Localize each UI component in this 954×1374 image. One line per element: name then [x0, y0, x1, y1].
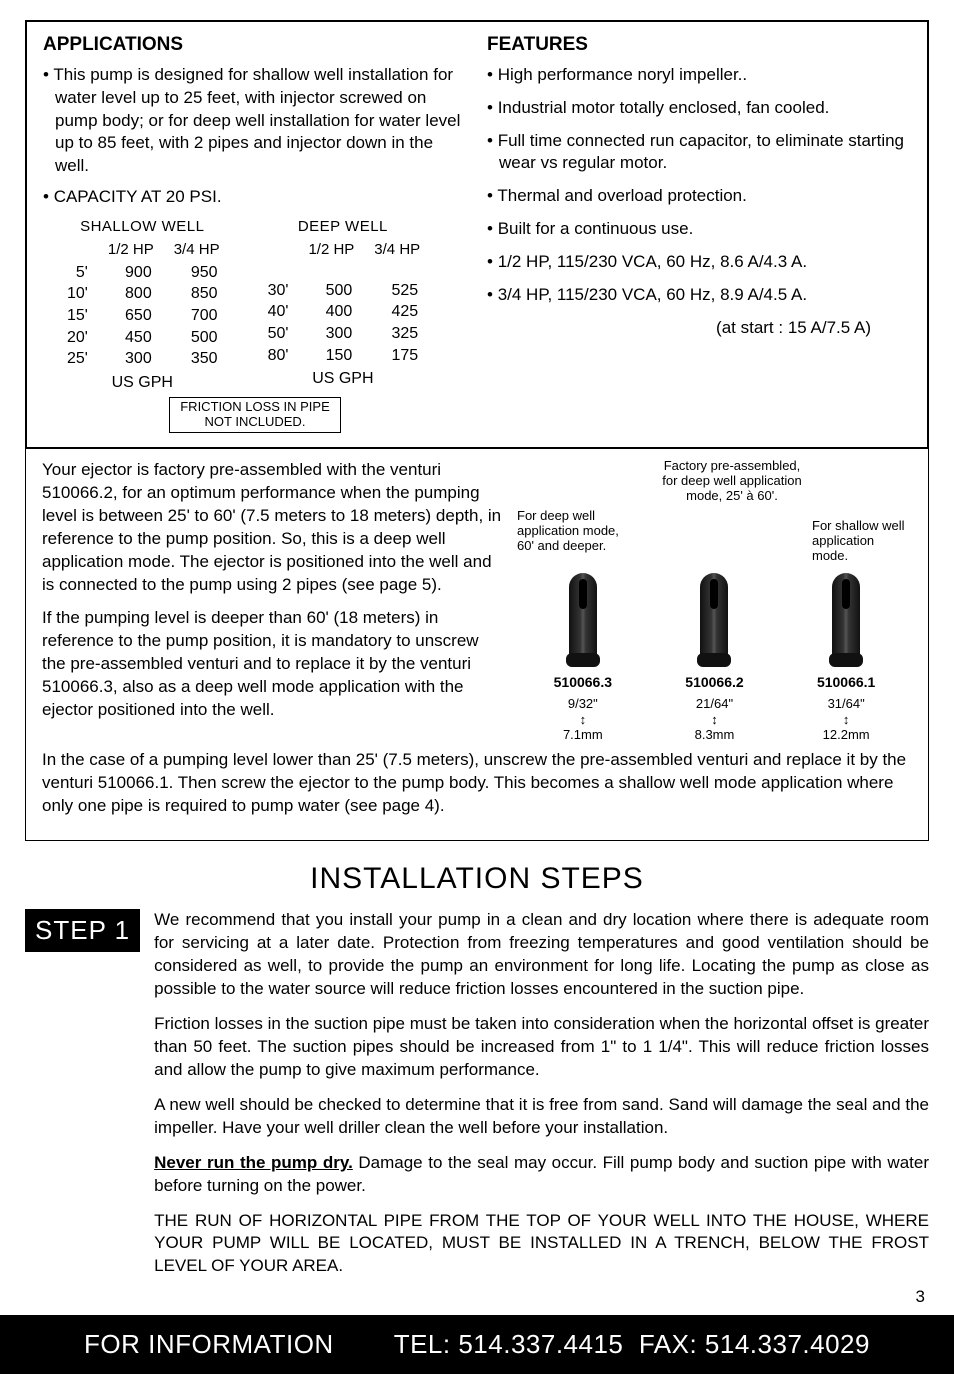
- at-start-note: (at start : 15 A/7.5 A): [487, 317, 911, 340]
- ejector-info-box: Your ejector is factory pre-assembled wi…: [25, 449, 929, 840]
- diagram-label-factory: Factory pre-assembled, for deep well app…: [657, 459, 807, 504]
- col-threequarter-hp: 3/4 HP: [164, 240, 230, 262]
- step1-p3: A new well should be checked to determin…: [154, 1094, 929, 1140]
- feature-item: Full time connected run capacitor, to el…: [487, 130, 911, 176]
- venturi-icon: [569, 573, 597, 663]
- venturi-item: 510066.3 9/32" ↕ 7.1mm: [554, 573, 612, 743]
- venturi-dims: 9/32" ↕ 7.1mm: [554, 696, 612, 743]
- step1-p1: We recommend that you install your pump …: [154, 909, 929, 1001]
- deep-table: 1/2 HP3/4 HP 30'500525 40'400425 50'3003…: [256, 240, 431, 367]
- shallow-well-title: SHALLOW WELL: [55, 217, 230, 237]
- step-1: STEP 1 We recommend that you install you…: [25, 909, 929, 1290]
- venturi-item: 510066.2 21/64" ↕ 8.3mm: [685, 573, 743, 743]
- step1-p5: THE RUN OF HORIZONTAL PIPE FROM THE TOP …: [154, 1210, 929, 1279]
- table-row: 50'300325: [256, 323, 431, 345]
- col-half-hp: 1/2 HP: [298, 240, 364, 262]
- applications-description: This pump is designed for shallow well i…: [43, 64, 467, 179]
- shallow-table: 1/2 HP3/4 HP 5'900950 10'800850 15'65070…: [55, 240, 230, 370]
- feature-item: Built for a continuous use.: [487, 218, 911, 241]
- features-list: High performance noryl impeller.. Indust…: [487, 64, 911, 308]
- step-body: We recommend that you install your pump …: [154, 909, 929, 1290]
- footer-bar: FOR INFORMATION TEL: 514.337.4415 FAX: 51…: [0, 1315, 954, 1374]
- col-threequarter-hp: 3/4 HP: [364, 240, 430, 262]
- venturi-dims: 21/64" ↕ 8.3mm: [685, 696, 743, 743]
- spec-box: APPLICATIONS This pump is designed for s…: [25, 20, 929, 449]
- table-row: 10'800850: [55, 283, 230, 305]
- table-row: 15'650700: [55, 305, 230, 327]
- deep-well-title: DEEP WELL: [256, 217, 431, 237]
- venturi-dims: 31/64" ↕ 12.2mm: [817, 696, 875, 743]
- table-row: 80'150175: [256, 345, 431, 367]
- table-row: 20'450500: [55, 327, 230, 349]
- shallow-unit: US GPH: [55, 372, 230, 394]
- capacity-tables: SHALLOW WELL 1/2 HP3/4 HP 5'900950 10'80…: [43, 217, 467, 393]
- feature-item: High performance noryl impeller..: [487, 64, 911, 87]
- ejector-p3: In the case of a pumping level lower tha…: [42, 749, 912, 818]
- feature-item: Thermal and overload protection.: [487, 185, 911, 208]
- part-number: 510066.3: [554, 673, 612, 692]
- diagram-label-shallow: For shallow well application mode.: [812, 519, 912, 564]
- part-number: 510066.2: [685, 673, 743, 692]
- part-number: 510066.1: [817, 673, 875, 692]
- ejector-text: Your ejector is factory pre-assembled wi…: [42, 459, 505, 743]
- step1-p2: Friction losses in the suction pipe must…: [154, 1013, 929, 1082]
- ejector-p1: Your ejector is factory pre-assembled wi…: [42, 459, 505, 597]
- step-badge: STEP 1: [25, 909, 140, 952]
- table-row: 30'500525: [256, 280, 431, 302]
- table-row: 5'900950: [55, 262, 230, 284]
- venturi-diagram: For deep well application mode, 60' and …: [517, 459, 912, 743]
- footer-info: FOR INFORMATION: [84, 1329, 334, 1359]
- footer-tel: TEL: 514.337.4415: [394, 1329, 624, 1359]
- ejector-p2: If the pumping level is deeper than 60' …: [42, 607, 505, 722]
- features-title: FEATURES: [487, 32, 911, 58]
- feature-item: 3/4 HP, 115/230 VCA, 60 Hz, 8.9 A/4.5 A.: [487, 284, 911, 307]
- features-column: FEATURES High performance noryl impeller…: [487, 32, 911, 433]
- step1-p4: Never run the pump dry. Damage to the se…: [154, 1152, 929, 1198]
- deep-unit: US GPH: [256, 368, 431, 390]
- venturi-item: 510066.1 31/64" ↕ 12.2mm: [817, 573, 875, 743]
- friction-note: FRICTION LOSS IN PIPE NOT INCLUDED.: [169, 397, 341, 433]
- venturi-icon: [832, 573, 860, 663]
- feature-item: Industrial motor totally enclosed, fan c…: [487, 97, 911, 120]
- never-run-dry: Never run the pump dry.: [154, 1153, 353, 1172]
- applications-column: APPLICATIONS This pump is designed for s…: [43, 32, 467, 433]
- feature-item: 1/2 HP, 115/230 VCA, 60 Hz, 8.6 A/4.3 A.: [487, 251, 911, 274]
- table-row: 40'400425: [256, 301, 431, 323]
- deep-well-table: DEEP WELL 1/2 HP3/4 HP 30'500525 40'4004…: [256, 217, 431, 393]
- table-row: 25'300350: [55, 348, 230, 370]
- col-half-hp: 1/2 HP: [98, 240, 164, 262]
- venturi-icon: [700, 573, 728, 663]
- diagram-label-deep: For deep well application mode, 60' and …: [517, 509, 637, 554]
- applications-title: APPLICATIONS: [43, 32, 467, 58]
- capacity-label: CAPACITY AT 20 PSI.: [43, 186, 467, 209]
- installation-title: INSTALLATION STEPS: [25, 859, 929, 900]
- shallow-well-table: SHALLOW WELL 1/2 HP3/4 HP 5'900950 10'80…: [55, 217, 230, 393]
- footer-fax: FAX: 514.337.4029: [639, 1329, 870, 1359]
